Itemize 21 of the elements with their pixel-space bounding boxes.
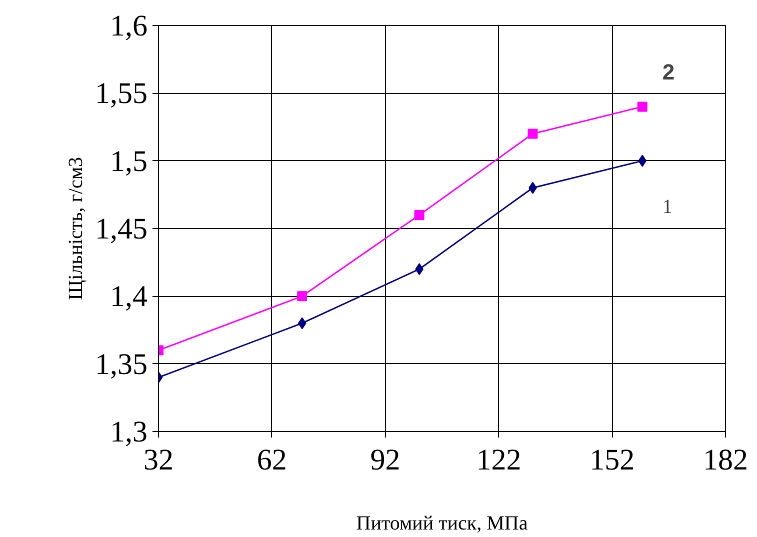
point xyxy=(414,210,424,220)
point xyxy=(298,317,306,330)
point xyxy=(637,102,648,112)
series-label: 2 xyxy=(662,60,675,85)
y-tick-label: 1,35 xyxy=(95,348,148,381)
y-tick-label: 1,55 xyxy=(95,77,148,110)
y-tick-label: 1,4 xyxy=(110,280,148,314)
x-tick-label: 122 xyxy=(476,444,522,476)
series-label: 1 xyxy=(662,196,672,218)
x-tick-label: 92 xyxy=(370,444,400,476)
y-tick-label: 1,5 xyxy=(110,144,148,178)
point xyxy=(297,291,308,302)
x-axis-title: Питомий тиск, МПа xyxy=(356,512,528,534)
y-axis-title: Щільність, г/см3 xyxy=(65,156,87,300)
y-tick-label: 1,45 xyxy=(95,212,148,246)
x-tick-label: 182 xyxy=(703,444,748,476)
x-tick-label: 152 xyxy=(590,444,635,476)
point xyxy=(528,128,538,139)
point xyxy=(638,154,647,167)
y-tick-label: 1,6 xyxy=(110,10,148,42)
x-tick-label: 62 xyxy=(256,444,287,476)
